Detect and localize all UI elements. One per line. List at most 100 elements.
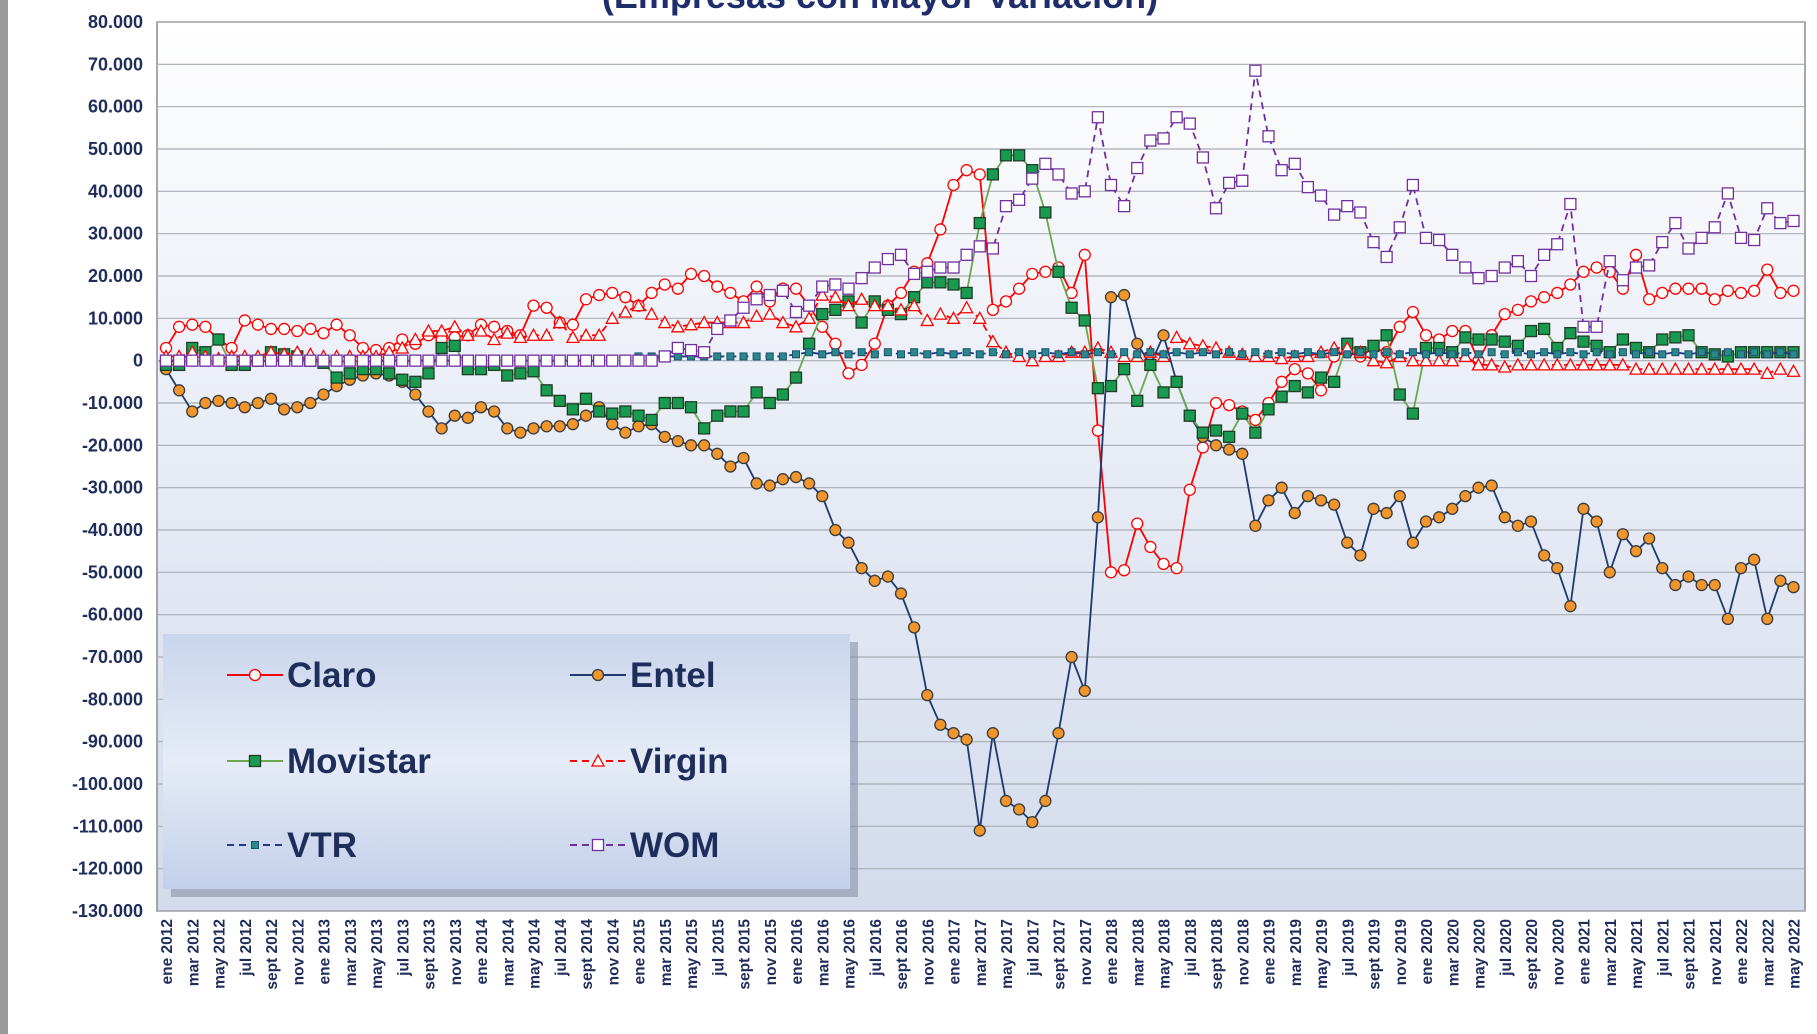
marker [828, 289, 843, 303]
marker [1446, 248, 1459, 261]
marker [434, 323, 449, 337]
x-tick-label: may 2022 [1787, 919, 1804, 989]
marker [1540, 348, 1549, 357]
y-tick-label: -50.000 [82, 562, 143, 582]
marker [1787, 284, 1800, 297]
x-tick-label: mar 2012 [185, 919, 202, 986]
marker [435, 341, 448, 355]
marker [750, 293, 763, 306]
marker [986, 303, 1000, 317]
marker [1159, 350, 1168, 359]
marker [1577, 335, 1590, 348]
marker [409, 388, 422, 401]
marker [396, 373, 409, 386]
marker [1789, 350, 1798, 359]
marker [199, 354, 212, 367]
marker [186, 354, 199, 367]
legend-marker [248, 754, 262, 768]
marker [1091, 382, 1105, 395]
marker [960, 286, 973, 300]
marker [566, 403, 580, 416]
marker [1695, 231, 1708, 245]
marker [1222, 430, 1236, 444]
marker [579, 293, 593, 306]
series-3 [158, 287, 1801, 380]
marker [514, 426, 527, 439]
marker [999, 295, 1013, 308]
marker [1367, 339, 1380, 353]
marker [1747, 553, 1761, 566]
marker [1774, 216, 1787, 230]
marker [881, 252, 895, 266]
marker [1564, 600, 1577, 613]
x-tick-label: may 2015 [684, 919, 701, 989]
marker [960, 733, 973, 746]
x-tick-label: sept 2017 [1052, 919, 1069, 990]
marker [304, 322, 317, 336]
marker [829, 523, 842, 537]
marker [831, 348, 840, 357]
x-tick-label: jul 2014 [553, 919, 570, 977]
marker [1747, 361, 1762, 375]
page-border [0, 0, 8, 1034]
marker [962, 348, 971, 357]
marker [960, 164, 973, 177]
legend-marker [591, 668, 605, 682]
marker [1012, 282, 1026, 295]
y-tick-label: 60.000 [88, 97, 143, 117]
marker [1393, 489, 1406, 503]
marker [778, 352, 787, 361]
marker [1577, 265, 1590, 278]
marker [1182, 336, 1197, 350]
marker [724, 460, 737, 473]
legend-label: Virgin [630, 742, 729, 781]
marker [1274, 351, 1289, 365]
marker [1579, 350, 1588, 359]
marker [1684, 350, 1693, 359]
marker [1695, 578, 1708, 592]
x-tick-label: jul 2013 [395, 919, 412, 977]
marker [1157, 386, 1170, 399]
marker [1498, 335, 1511, 348]
legend: Claro Entel Movistar Virgin VTR WOM [163, 634, 858, 897]
marker [802, 299, 816, 312]
marker [1091, 424, 1105, 437]
marker [1629, 261, 1643, 274]
marker [737, 405, 750, 418]
marker [619, 354, 632, 367]
marker [1277, 348, 1286, 357]
x-tick-label: nov 2019 [1393, 919, 1410, 986]
marker [1737, 350, 1745, 359]
marker [1669, 331, 1682, 344]
x-tick-label: sept 2013 [422, 919, 439, 990]
marker [763, 396, 776, 410]
marker [1146, 348, 1155, 357]
marker [1524, 324, 1538, 338]
marker [907, 298, 922, 312]
y-tick-label: 70.000 [88, 54, 143, 74]
marker [1655, 361, 1670, 375]
x-tick-label: mar 2013 [343, 919, 360, 987]
marker [1330, 348, 1339, 357]
marker [212, 333, 225, 346]
marker [1734, 286, 1748, 300]
marker [514, 354, 527, 367]
x-tick-label: may 2013 [369, 919, 386, 989]
marker [973, 240, 986, 253]
marker [1341, 199, 1354, 213]
marker [684, 343, 698, 357]
marker [474, 401, 488, 414]
marker [1761, 263, 1774, 276]
marker [1708, 221, 1721, 234]
marker [225, 354, 238, 367]
marker [1721, 187, 1735, 200]
marker [212, 394, 225, 408]
marker [592, 405, 606, 418]
marker [501, 422, 514, 435]
marker [1498, 307, 1511, 321]
y-tick-label: 80.000 [88, 12, 143, 32]
marker [1487, 348, 1496, 357]
marker [1039, 157, 1052, 170]
marker [1577, 502, 1590, 515]
marker [1172, 348, 1181, 357]
